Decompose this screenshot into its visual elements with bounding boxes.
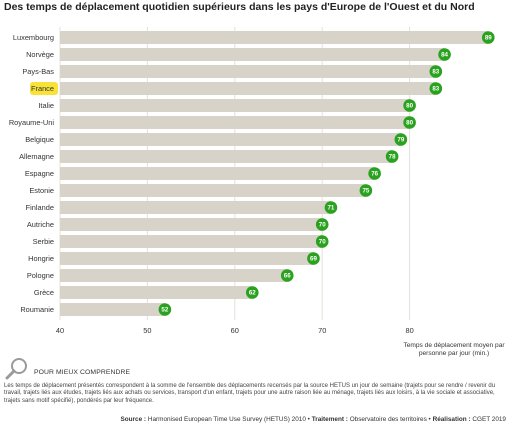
category-label: Pays-Bas bbox=[22, 67, 54, 76]
tick-label: 70 bbox=[318, 326, 326, 335]
category-label: Roumanie bbox=[20, 305, 54, 314]
value-marker bbox=[315, 235, 329, 248]
category-label: Estonie bbox=[29, 186, 54, 195]
value-label: 70 bbox=[319, 239, 326, 246]
source-label: Source : bbox=[120, 416, 147, 423]
category-label: Autriche bbox=[27, 220, 54, 229]
category-label: Norvège bbox=[26, 50, 54, 59]
value-marker bbox=[438, 48, 451, 61]
category-label: Serbie bbox=[33, 237, 54, 246]
chart-title: Des temps de déplacement quotidien supér… bbox=[4, 1, 475, 13]
explanation-text: Les temps de déplacement présentés corre… bbox=[4, 383, 496, 404]
category-label: Espagne bbox=[25, 169, 54, 178]
category-label: Finlande bbox=[26, 203, 54, 212]
tick-label: 80 bbox=[405, 326, 413, 335]
treatment-text: Observatoire des territoires bbox=[349, 416, 427, 423]
value-marker bbox=[315, 218, 329, 231]
bar bbox=[60, 269, 288, 282]
treatment-label: Traitement : bbox=[311, 416, 348, 423]
category-label: France bbox=[31, 84, 54, 93]
value-marker bbox=[158, 303, 172, 316]
bar bbox=[60, 167, 375, 180]
value-label: 71 bbox=[327, 205, 334, 212]
tick-label: 60 bbox=[231, 326, 239, 335]
value-label: 62 bbox=[249, 290, 256, 297]
source-text: Harmonised European Time Use Survey (HET… bbox=[147, 416, 306, 423]
value-label: 83 bbox=[432, 69, 439, 76]
category-label: Italie bbox=[38, 101, 54, 110]
bar bbox=[60, 303, 165, 316]
category-label: Belgique bbox=[25, 135, 54, 144]
bar bbox=[60, 235, 323, 248]
value-label: 76 bbox=[371, 171, 378, 178]
value-marker bbox=[429, 65, 443, 78]
category-label: Luxembourg bbox=[13, 33, 54, 42]
bar bbox=[60, 201, 331, 214]
value-label: 69 bbox=[310, 256, 317, 263]
bar bbox=[60, 82, 436, 95]
realisation-text: CGET 2019 bbox=[472, 416, 506, 423]
value-label: 79 bbox=[397, 137, 404, 144]
category-label: Royaume-Uni bbox=[9, 118, 55, 127]
value-marker bbox=[481, 31, 495, 44]
category-label: Grèce bbox=[34, 288, 54, 297]
explanation-title: POUR MIEUX COMPRENDRE bbox=[34, 369, 131, 376]
magnifier-icon bbox=[5, 358, 27, 380]
value-marker bbox=[368, 167, 381, 180]
bar bbox=[60, 252, 314, 265]
value-label: 78 bbox=[389, 154, 396, 161]
bar bbox=[60, 218, 323, 231]
value-label: 52 bbox=[161, 307, 168, 314]
value-label: 70 bbox=[319, 222, 326, 229]
value-marker bbox=[359, 184, 373, 197]
category-label: Hongrie bbox=[28, 254, 54, 263]
category-label: Allemagne bbox=[19, 152, 54, 161]
value-label: 80 bbox=[406, 103, 413, 110]
highlight-badge bbox=[30, 82, 58, 95]
bar bbox=[60, 31, 489, 44]
x-axis-label: Temps de déplacement moyen par personne … bbox=[403, 342, 505, 357]
bar bbox=[60, 116, 410, 129]
value-label: 89 bbox=[485, 35, 492, 42]
value-marker bbox=[280, 269, 294, 282]
realisation-label: Réalisation : bbox=[432, 416, 471, 423]
value-marker bbox=[403, 99, 416, 112]
value-label: 75 bbox=[362, 188, 369, 195]
value-marker bbox=[324, 201, 338, 214]
value-marker bbox=[307, 252, 320, 265]
tick-label: 40 bbox=[56, 326, 64, 335]
bar bbox=[60, 133, 401, 146]
value-label: 83 bbox=[432, 86, 439, 93]
value-marker bbox=[403, 116, 416, 129]
value-marker bbox=[385, 150, 399, 163]
bar bbox=[60, 48, 445, 61]
category-label: Pologne bbox=[27, 271, 54, 280]
value-marker bbox=[245, 286, 259, 299]
source-line: Source : Harmonised European Time Use Su… bbox=[120, 416, 506, 423]
bar bbox=[60, 65, 436, 78]
bar bbox=[60, 286, 253, 299]
value-label: 66 bbox=[284, 273, 291, 280]
value-label: 80 bbox=[406, 120, 413, 127]
bar bbox=[60, 184, 366, 197]
value-label: 84 bbox=[441, 52, 448, 59]
bar bbox=[60, 150, 393, 163]
value-marker bbox=[394, 133, 408, 146]
bar bbox=[60, 99, 410, 112]
tick-label: 50 bbox=[143, 326, 151, 335]
value-marker bbox=[429, 82, 443, 95]
bar-chart: Luxembourg 89 Norvège 84 Pays-Bas 83 France 83 I… bbox=[9, 27, 495, 335]
